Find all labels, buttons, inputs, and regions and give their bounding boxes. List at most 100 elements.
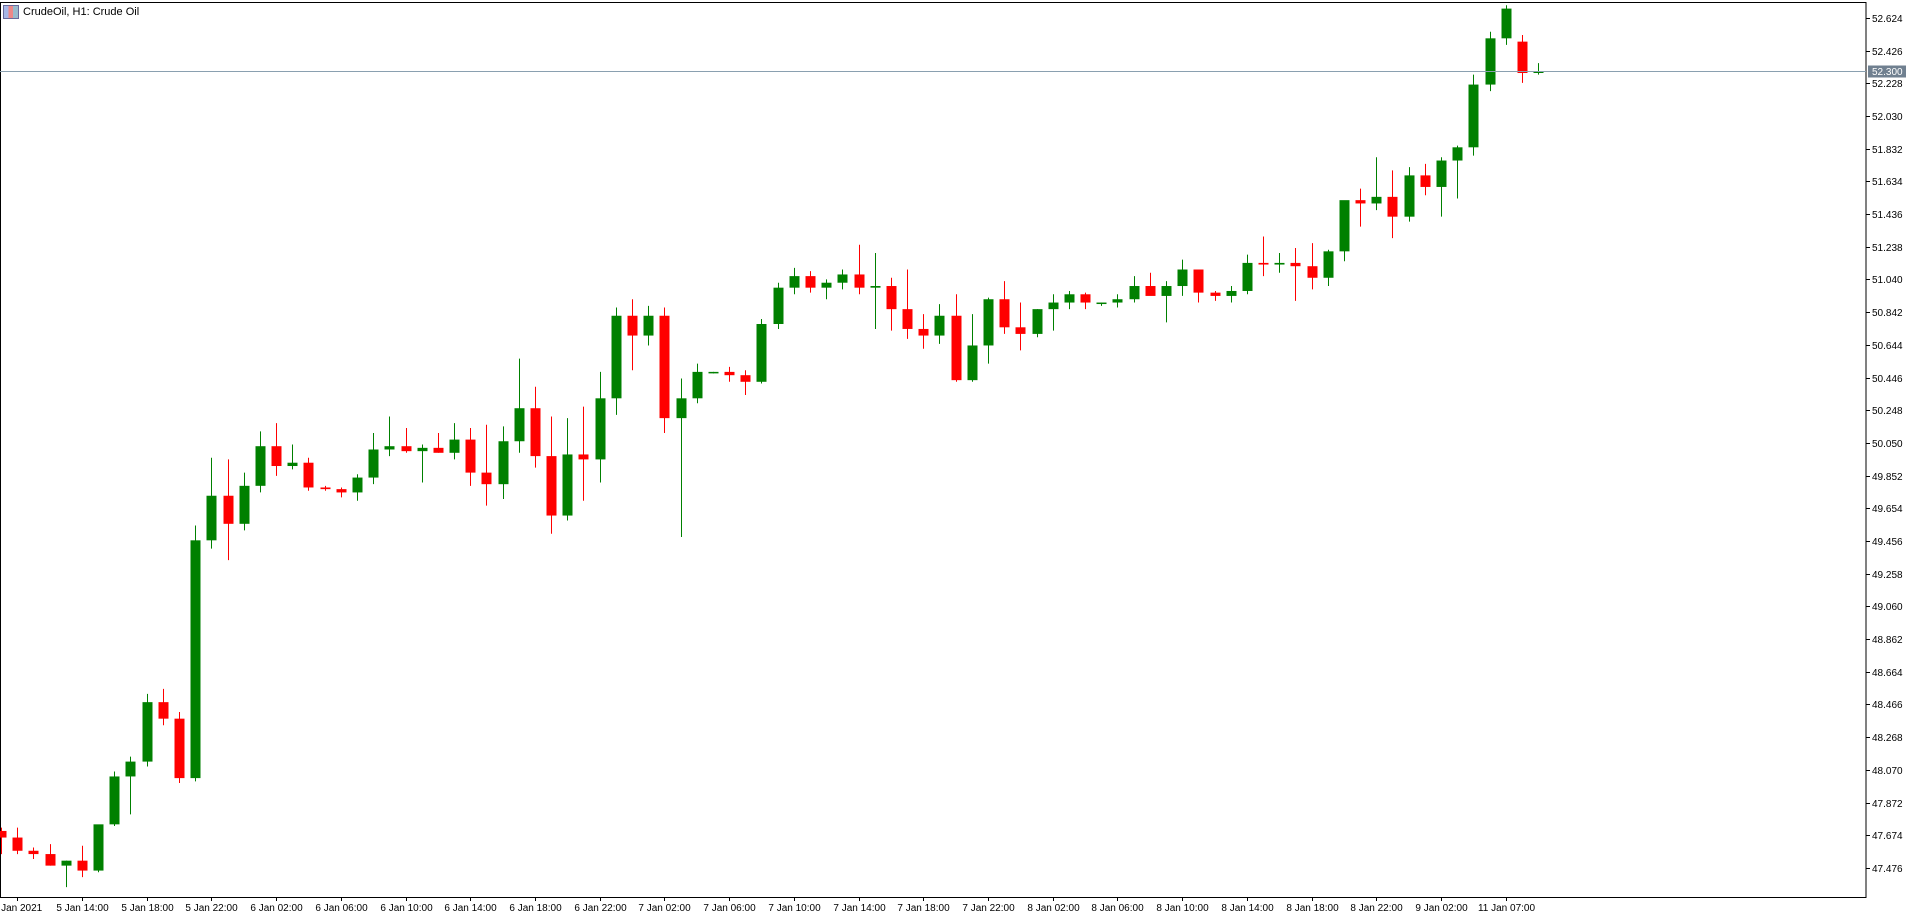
candle	[401, 428, 412, 453]
candle	[433, 432, 444, 453]
candle	[530, 386, 541, 468]
candle	[854, 244, 865, 295]
candle	[1274, 252, 1285, 273]
candle	[805, 271, 816, 293]
x-tick-label: 6 Jan 18:00	[509, 903, 562, 914]
x-tick-label: 6 Jan 22:00	[574, 903, 627, 914]
candle	[255, 431, 266, 493]
candle	[724, 366, 735, 382]
y-tick-label: 49.258	[1872, 570, 1903, 581]
candle	[1096, 302, 1107, 306]
candle-body	[352, 477, 363, 493]
y-tick-label: 47.872	[1872, 799, 1903, 810]
x-tick-label: 9 Jan 02:00	[1415, 903, 1468, 914]
plot-border	[0, 2, 1867, 898]
candle-body	[1064, 294, 1075, 303]
candle-body	[1420, 175, 1431, 187]
candle-body	[1501, 8, 1512, 39]
candle-body	[983, 299, 994, 346]
x-tick-label: 5 Jan 18:00	[121, 903, 174, 914]
y-tick-label: 51.436	[1872, 210, 1903, 221]
candle-body	[303, 462, 314, 488]
candle-body	[1339, 200, 1350, 252]
candle-body	[530, 408, 541, 457]
y-tick-label: 48.466	[1872, 700, 1903, 711]
candle	[1145, 272, 1156, 296]
chart-window-icon	[3, 5, 19, 19]
candle-body	[1485, 38, 1496, 85]
candle-body	[546, 456, 557, 516]
y-tick-label: 51.040	[1872, 275, 1903, 286]
x-tick-label: 7 Jan 10:00	[768, 903, 821, 914]
candle-body	[514, 408, 525, 442]
candle	[1485, 31, 1496, 92]
candle-body	[1226, 290, 1237, 296]
y-tick-label: 52.426	[1872, 47, 1903, 58]
candle-body	[740, 375, 751, 382]
candle	[287, 444, 298, 470]
candle	[627, 299, 638, 371]
candle-body	[708, 371, 719, 374]
candle	[61, 860, 72, 888]
candle-body	[449, 439, 460, 453]
candle	[821, 279, 832, 300]
candle-body	[1015, 327, 1026, 334]
candle-body	[1242, 262, 1253, 291]
candle-body	[1387, 196, 1398, 217]
candle	[1290, 248, 1301, 301]
candle-body	[821, 282, 832, 288]
candle-body	[578, 454, 589, 460]
candle	[77, 845, 88, 878]
candle	[142, 693, 153, 767]
candle	[611, 307, 622, 415]
candle	[1129, 276, 1140, 303]
candle	[271, 423, 282, 476]
candle-body	[1112, 299, 1123, 303]
candle-body	[12, 837, 23, 851]
candle	[708, 371, 719, 374]
candle	[465, 428, 476, 486]
x-tick-label: 8 Jan 18:00	[1286, 903, 1339, 914]
candle	[1387, 170, 1398, 239]
candle-body	[1290, 262, 1301, 267]
candle-body	[967, 345, 978, 381]
y-tick-label: 48.862	[1872, 635, 1903, 646]
candle	[967, 314, 978, 382]
candle	[0, 827, 7, 855]
candle-body	[1307, 266, 1318, 278]
candle-body	[837, 274, 848, 283]
candle	[659, 307, 670, 433]
candle-body	[287, 462, 298, 467]
candle-body	[1193, 269, 1204, 293]
candle	[1355, 188, 1366, 227]
candle-body	[271, 446, 282, 467]
candle	[1032, 309, 1043, 338]
chart-title-bar: CrudeOil, H1: Crude Oil	[3, 5, 139, 19]
candle	[336, 487, 347, 498]
candle	[1307, 243, 1318, 290]
candle	[918, 314, 929, 349]
candle-body	[870, 286, 881, 288]
candle-body	[1177, 269, 1188, 287]
candle-body	[1145, 286, 1156, 296]
candle	[1226, 286, 1237, 303]
candle	[1420, 163, 1431, 196]
candle-body	[465, 439, 476, 473]
candle-body	[401, 446, 412, 452]
candle-body	[417, 447, 428, 452]
candle	[158, 688, 169, 726]
candle-body	[1452, 147, 1463, 161]
x-tick-label: 8 Jan 22:00	[1350, 903, 1403, 914]
candle-body	[724, 371, 735, 376]
candle-body	[1533, 71, 1544, 74]
candle	[45, 844, 56, 866]
candle-body	[0, 830, 7, 838]
x-tick-label: 5 Jan 2021	[0, 903, 43, 914]
candle-body	[158, 702, 169, 719]
candle	[902, 269, 913, 339]
candle	[1404, 167, 1415, 222]
candle-body	[28, 850, 39, 855]
candle-body	[320, 487, 331, 490]
candle-body	[692, 371, 703, 399]
